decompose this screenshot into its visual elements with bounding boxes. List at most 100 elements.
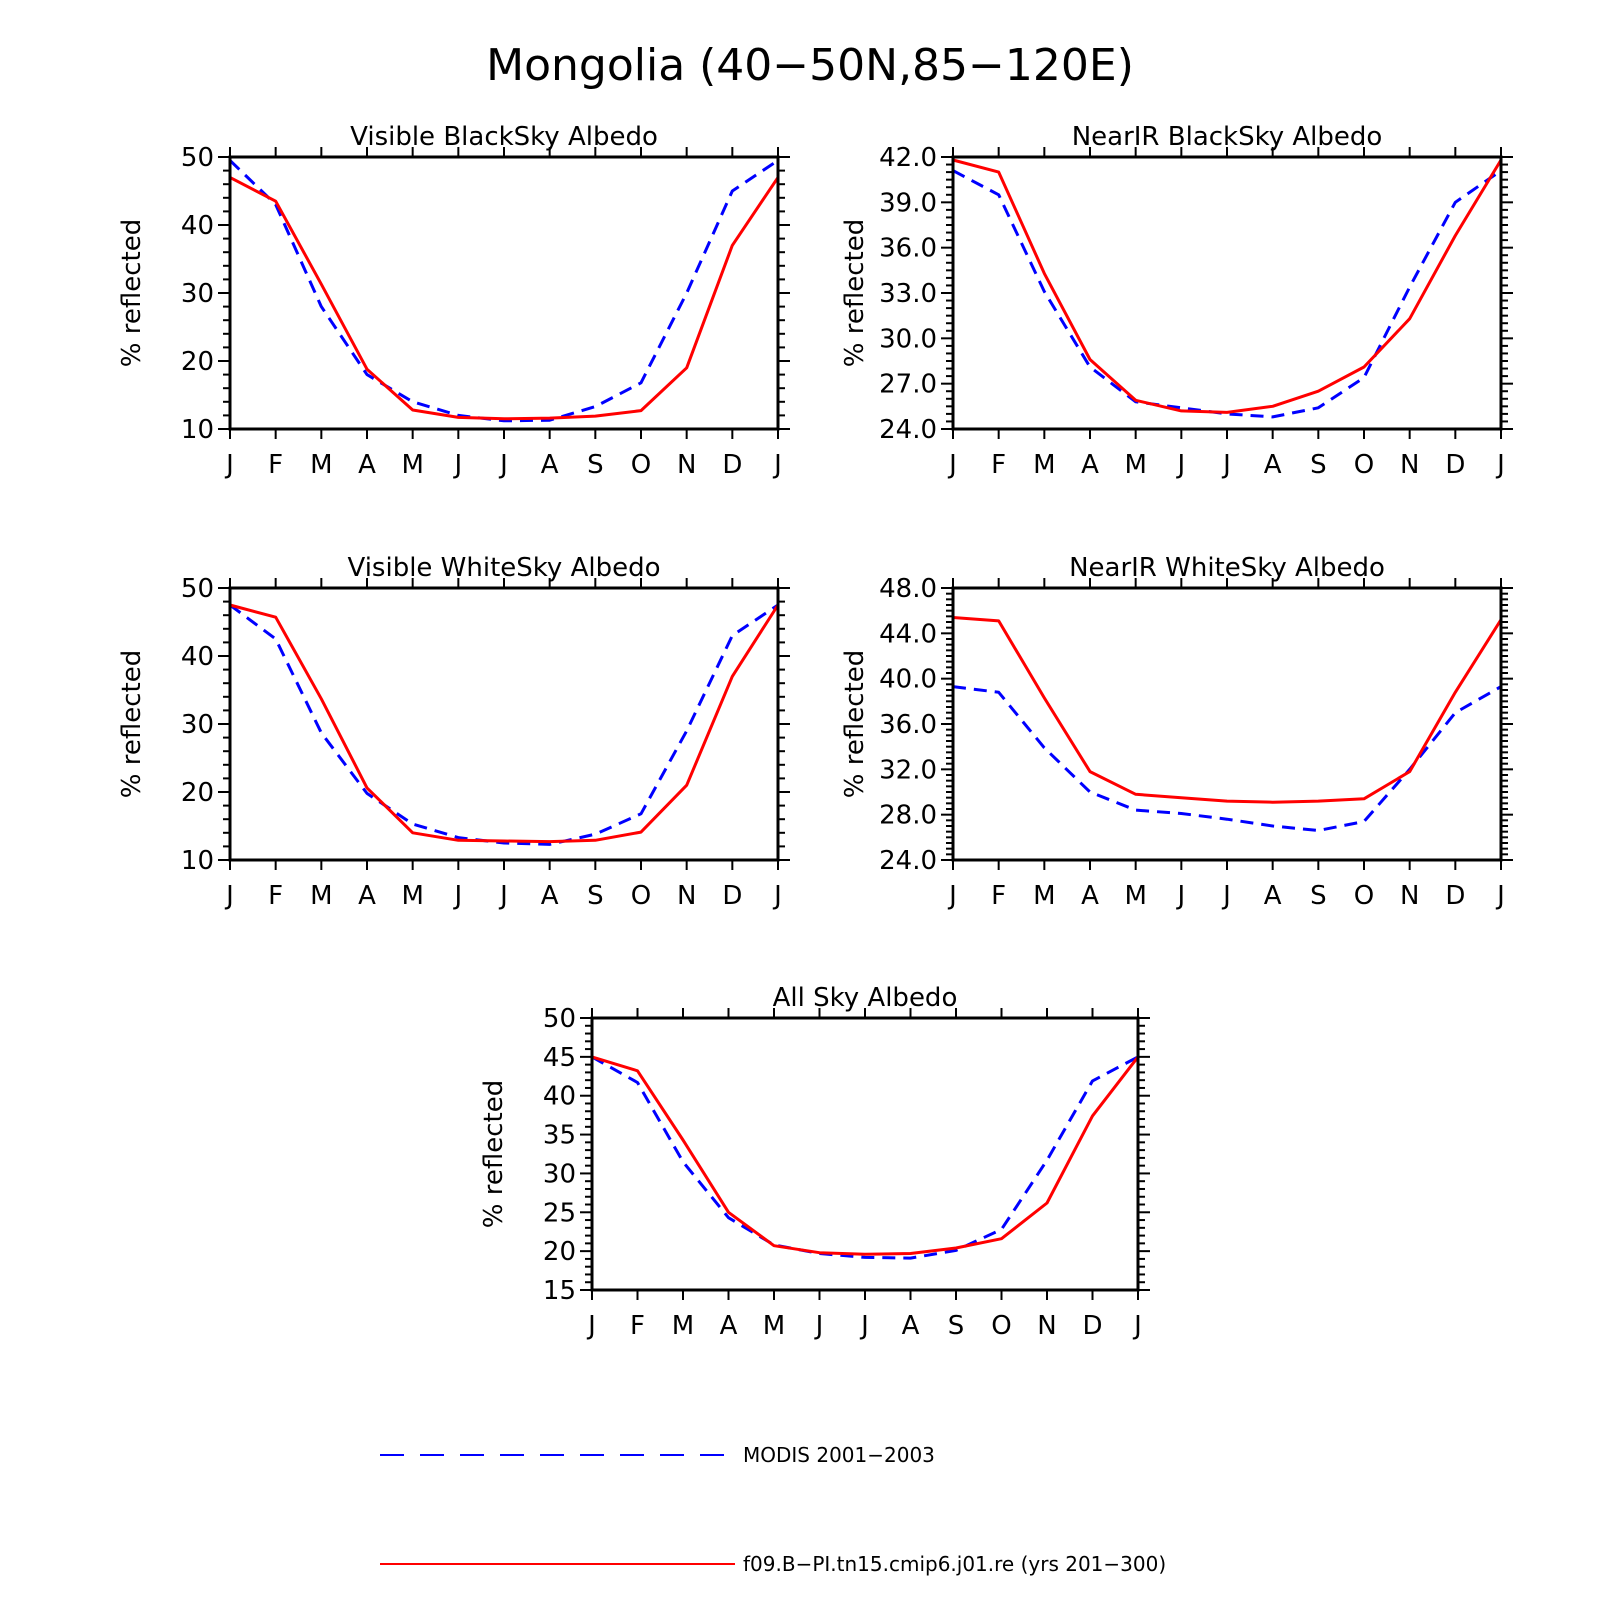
y-tick-label: 50 xyxy=(543,1004,576,1034)
axis-ticks xyxy=(218,147,790,439)
x-tick-label: J xyxy=(1132,1311,1142,1341)
x-tick-label: M xyxy=(1124,450,1146,480)
y-axis-label: % reflected xyxy=(479,1080,509,1228)
x-tick-label: M xyxy=(401,881,423,911)
series-line-model xyxy=(952,616,1503,804)
y-tick-label: 36.0 xyxy=(879,710,937,740)
y-tick-label: 20 xyxy=(181,778,214,808)
series-line-model xyxy=(591,1055,1140,1256)
series-line-modis xyxy=(952,169,1502,419)
x-tick-label: J xyxy=(1221,881,1231,911)
series-line-modis xyxy=(228,159,779,423)
x-tick-label: O xyxy=(1354,450,1374,480)
x-tick-label: J xyxy=(224,881,234,911)
x-tick-label: J xyxy=(498,881,508,911)
x-tick-label: F xyxy=(991,881,1006,911)
y-tick-label: 10 xyxy=(181,415,214,445)
x-tick-label: J xyxy=(814,1311,824,1341)
x-tick-label: D xyxy=(1445,450,1465,480)
y-tick-label: 40 xyxy=(181,211,214,241)
x-tick-label: O xyxy=(991,1311,1011,1341)
x-tick-label: J xyxy=(586,1311,596,1341)
y-tick-label: 33.0 xyxy=(879,279,937,309)
y-tick-label: 45 xyxy=(543,1043,576,1073)
series-line-modis xyxy=(591,1055,1139,1260)
x-tick-label: S xyxy=(587,450,604,480)
x-tick-label: A xyxy=(1264,881,1282,911)
x-tick-label: O xyxy=(1354,881,1374,911)
series-line-model xyxy=(229,603,780,844)
x-tick-label: N xyxy=(1400,881,1419,911)
legend-label: f09.B−PI.tn15.cmip6.j01.re (yrs 201−300) xyxy=(743,1552,1166,1576)
x-tick-label: S xyxy=(1310,881,1327,911)
y-axis-label: % reflected xyxy=(840,650,870,798)
series-line-modis xyxy=(229,603,779,846)
x-tick-label: M xyxy=(310,881,332,911)
x-tick-label: J xyxy=(1221,450,1231,480)
x-tick-label: J xyxy=(947,881,957,911)
x-tick-label: M xyxy=(672,1311,694,1341)
x-tick-label: F xyxy=(991,450,1006,480)
x-tick-label: M xyxy=(1033,881,1055,911)
legend: MODIS 2001−2003 f09.B−PI.tn15.cmip6.j01.r… xyxy=(380,1443,1166,1576)
x-tick-label: J xyxy=(1495,450,1505,480)
x-tick-label: J xyxy=(452,450,462,480)
x-tick-label: J xyxy=(859,1311,869,1341)
y-tick-label: 42.0 xyxy=(879,143,937,173)
y-tick-label: 50 xyxy=(181,574,214,604)
x-tick-label: N xyxy=(677,450,696,480)
y-axis-label: % reflected xyxy=(117,650,147,798)
y-tick-label: 40 xyxy=(181,642,214,672)
legend-label: MODIS 2001−2003 xyxy=(743,1443,935,1467)
x-tick-label: A xyxy=(902,1311,920,1341)
x-tick-label: A xyxy=(1081,881,1099,911)
y-tick-label: 30.0 xyxy=(879,324,937,354)
x-tick-label: J xyxy=(772,881,782,911)
axis-ticks xyxy=(941,578,1513,870)
x-tick-label: J xyxy=(947,450,957,480)
plot-frame xyxy=(951,155,1503,431)
x-tick-label: N xyxy=(1037,1311,1056,1341)
x-tick-label: J xyxy=(1495,881,1505,911)
series-line-model xyxy=(229,176,780,421)
y-tick-label: 24.0 xyxy=(879,846,937,876)
x-tick-label: M xyxy=(1124,881,1146,911)
y-tick-label: 44.0 xyxy=(879,619,937,649)
y-axis-label: % reflected xyxy=(117,219,147,367)
series-line-model xyxy=(952,158,1503,414)
x-tick-label: J xyxy=(224,450,234,480)
x-tick-label: O xyxy=(631,881,651,911)
x-tick-label: D xyxy=(1082,1311,1102,1341)
x-tick-label: A xyxy=(541,450,559,480)
y-tick-label: 48.0 xyxy=(879,574,937,604)
y-tick-label: 35 xyxy=(543,1121,576,1151)
x-tick-label: M xyxy=(401,450,423,480)
x-tick-label: S xyxy=(948,1311,965,1341)
x-tick-label: A xyxy=(358,881,376,911)
y-tick-label: 24.0 xyxy=(879,415,937,445)
x-tick-label: M xyxy=(763,1311,785,1341)
plot-frame xyxy=(951,586,1503,862)
plot-frame xyxy=(590,1016,1140,1292)
x-tick-label: D xyxy=(722,881,742,911)
x-tick-label: A xyxy=(1081,450,1099,480)
x-tick-label: N xyxy=(1400,450,1419,480)
y-tick-label: 20 xyxy=(543,1237,576,1267)
plot-frame xyxy=(228,155,780,431)
x-tick-label: J xyxy=(772,450,782,480)
y-tick-label: 30 xyxy=(181,710,214,740)
x-tick-label: A xyxy=(358,450,376,480)
axis-ticks xyxy=(941,147,1513,439)
y-tick-label: 28.0 xyxy=(879,801,937,831)
x-tick-label: M xyxy=(310,450,332,480)
x-tick-label: S xyxy=(587,881,604,911)
x-tick-label: A xyxy=(1264,450,1282,480)
x-tick-label: O xyxy=(631,450,651,480)
y-tick-label: 25 xyxy=(543,1198,576,1228)
